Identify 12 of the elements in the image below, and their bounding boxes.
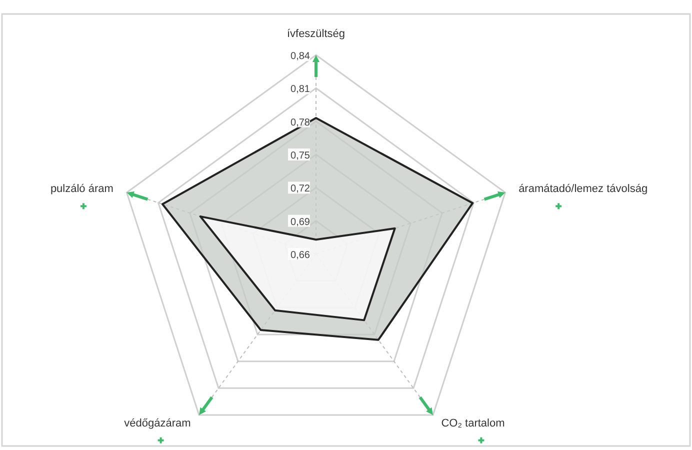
spoke-label: pulzáló áram — [50, 183, 114, 196]
y-tick-label: 0,72 — [290, 184, 310, 195]
y-tick-label: 0,75 — [290, 150, 310, 162]
y-tick-label: 0,78 — [290, 117, 310, 128]
y-tick-label: 0,81 — [290, 84, 310, 96]
y-tick-label: 0,66 — [290, 250, 310, 261]
y-tick-label: 0,84 — [290, 51, 310, 62]
y-tick-label: 0,69 — [290, 216, 310, 228]
spoke-label: CO₂ tartalom — [441, 417, 505, 430]
spoke-label: ívfeszültség — [286, 28, 346, 40]
spoke-label: áramátadó/lemez távolság — [518, 183, 648, 196]
spoke-label: védőgázáram — [124, 417, 191, 430]
